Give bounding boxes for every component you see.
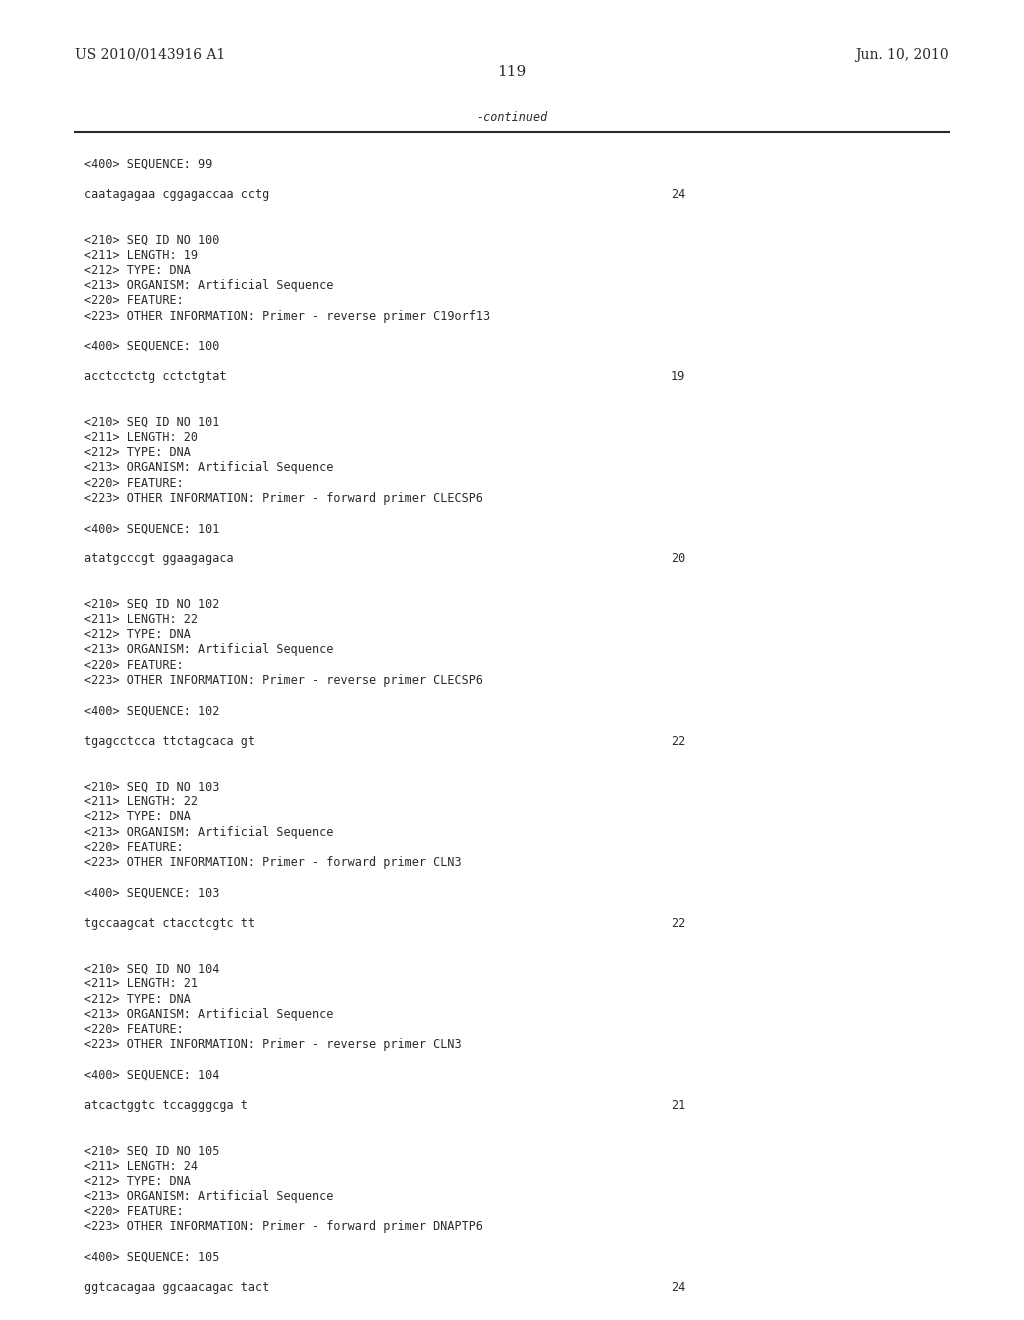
Text: 24: 24 xyxy=(671,1280,685,1294)
Text: <212> TYPE: DNA: <212> TYPE: DNA xyxy=(84,993,190,1006)
Text: <210> SEQ ID NO 104: <210> SEQ ID NO 104 xyxy=(84,962,219,975)
Text: <400> SEQUENCE: 100: <400> SEQUENCE: 100 xyxy=(84,339,219,352)
Text: <220> FEATURE:: <220> FEATURE: xyxy=(84,659,183,672)
Text: <210> SEQ ID NO 101: <210> SEQ ID NO 101 xyxy=(84,416,219,429)
Text: <211> LENGTH: 24: <211> LENGTH: 24 xyxy=(84,1159,198,1172)
Text: <212> TYPE: DNA: <212> TYPE: DNA xyxy=(84,810,190,824)
Text: <400> SEQUENCE: 105: <400> SEQUENCE: 105 xyxy=(84,1250,219,1263)
Text: <210> SEQ ID NO 100: <210> SEQ ID NO 100 xyxy=(84,234,219,247)
Text: <223> OTHER INFORMATION: Primer - reverse primer C19orf13: <223> OTHER INFORMATION: Primer - revers… xyxy=(84,309,490,322)
Text: 24: 24 xyxy=(671,187,685,201)
Text: <212> TYPE: DNA: <212> TYPE: DNA xyxy=(84,628,190,642)
Text: acctcctctg cctctgtat: acctcctctg cctctgtat xyxy=(84,370,226,383)
Text: <211> LENGTH: 22: <211> LENGTH: 22 xyxy=(84,612,198,626)
Text: <223> OTHER INFORMATION: Primer - reverse primer CLECSP6: <223> OTHER INFORMATION: Primer - revers… xyxy=(84,673,483,686)
Text: <223> OTHER INFORMATION: Primer - forward primer DNAPTP6: <223> OTHER INFORMATION: Primer - forwar… xyxy=(84,1220,483,1233)
Text: <213> ORGANISM: Artificial Sequence: <213> ORGANISM: Artificial Sequence xyxy=(84,643,334,656)
Text: <213> ORGANISM: Artificial Sequence: <213> ORGANISM: Artificial Sequence xyxy=(84,1007,334,1020)
Text: <213> ORGANISM: Artificial Sequence: <213> ORGANISM: Artificial Sequence xyxy=(84,825,334,838)
Text: <220> FEATURE:: <220> FEATURE: xyxy=(84,294,183,308)
Text: Jun. 10, 2010: Jun. 10, 2010 xyxy=(856,48,949,62)
Text: <213> ORGANISM: Artificial Sequence: <213> ORGANISM: Artificial Sequence xyxy=(84,1189,334,1203)
Text: <220> FEATURE:: <220> FEATURE: xyxy=(84,1023,183,1036)
Text: -continued: -continued xyxy=(476,111,548,124)
Text: <223> OTHER INFORMATION: Primer - forward primer CLECSP6: <223> OTHER INFORMATION: Primer - forwar… xyxy=(84,491,483,504)
Text: 21: 21 xyxy=(671,1098,685,1111)
Text: <210> SEQ ID NO 102: <210> SEQ ID NO 102 xyxy=(84,598,219,611)
Text: <211> LENGTH: 20: <211> LENGTH: 20 xyxy=(84,430,198,444)
Text: 22: 22 xyxy=(671,916,685,929)
Text: <212> TYPE: DNA: <212> TYPE: DNA xyxy=(84,264,190,277)
Text: <211> LENGTH: 19: <211> LENGTH: 19 xyxy=(84,248,198,261)
Text: atatgcccgt ggaagagaca: atatgcccgt ggaagagaca xyxy=(84,552,233,565)
Text: 119: 119 xyxy=(498,65,526,79)
Text: <210> SEQ ID NO 103: <210> SEQ ID NO 103 xyxy=(84,780,219,793)
Text: <220> FEATURE:: <220> FEATURE: xyxy=(84,841,183,854)
Text: <210> SEQ ID NO 105: <210> SEQ ID NO 105 xyxy=(84,1144,219,1158)
Text: <220> FEATURE:: <220> FEATURE: xyxy=(84,1205,183,1218)
Text: <211> LENGTH: 21: <211> LENGTH: 21 xyxy=(84,977,198,990)
Text: 22: 22 xyxy=(671,734,685,747)
Text: <223> OTHER INFORMATION: Primer - forward primer CLN3: <223> OTHER INFORMATION: Primer - forwar… xyxy=(84,855,462,869)
Text: <223> OTHER INFORMATION: Primer - reverse primer CLN3: <223> OTHER INFORMATION: Primer - revers… xyxy=(84,1038,462,1051)
Text: tgccaagcat ctacctcgtc tt: tgccaagcat ctacctcgtc tt xyxy=(84,916,255,929)
Text: <211> LENGTH: 22: <211> LENGTH: 22 xyxy=(84,795,198,808)
Text: <400> SEQUENCE: 102: <400> SEQUENCE: 102 xyxy=(84,704,219,717)
Text: caatagagaa cggagaccaa cctg: caatagagaa cggagaccaa cctg xyxy=(84,187,269,201)
Text: ggtcacagaa ggcaacagac tact: ggtcacagaa ggcaacagac tact xyxy=(84,1280,269,1294)
Text: <220> FEATURE:: <220> FEATURE: xyxy=(84,477,183,490)
Text: <400> SEQUENCE: 99: <400> SEQUENCE: 99 xyxy=(84,158,212,170)
Text: <213> ORGANISM: Artificial Sequence: <213> ORGANISM: Artificial Sequence xyxy=(84,461,334,474)
Text: <213> ORGANISM: Artificial Sequence: <213> ORGANISM: Artificial Sequence xyxy=(84,279,334,292)
Text: 20: 20 xyxy=(671,552,685,565)
Text: <212> TYPE: DNA: <212> TYPE: DNA xyxy=(84,1175,190,1188)
Text: tgagcctcca ttctagcaca gt: tgagcctcca ttctagcaca gt xyxy=(84,734,255,747)
Text: atcactggtc tccagggcga t: atcactggtc tccagggcga t xyxy=(84,1098,248,1111)
Text: 19: 19 xyxy=(671,370,685,383)
Text: <400> SEQUENCE: 104: <400> SEQUENCE: 104 xyxy=(84,1068,219,1081)
Text: <212> TYPE: DNA: <212> TYPE: DNA xyxy=(84,446,190,459)
Text: <400> SEQUENCE: 103: <400> SEQUENCE: 103 xyxy=(84,886,219,899)
Text: <400> SEQUENCE: 101: <400> SEQUENCE: 101 xyxy=(84,521,219,535)
Text: US 2010/0143916 A1: US 2010/0143916 A1 xyxy=(75,48,225,62)
